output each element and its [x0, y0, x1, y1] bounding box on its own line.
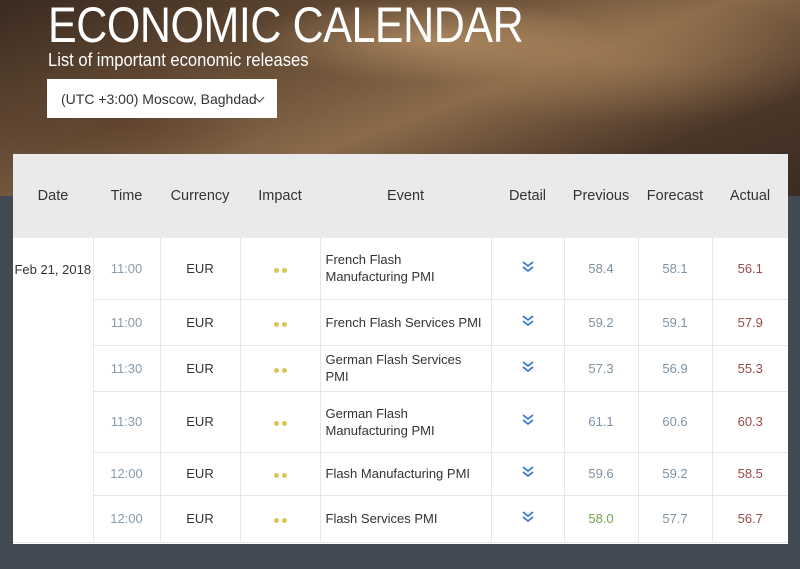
event-cell: French Flash Services PMI — [320, 299, 492, 346]
actual-cell: 55.3 — [712, 345, 788, 392]
detail-cell — [491, 452, 565, 496]
detail-cell — [491, 495, 565, 543]
event-cell: Flash Services PMI — [320, 495, 492, 543]
double-chevron-down-icon[interactable] — [521, 511, 535, 523]
forecast-cell: 57.7 — [638, 495, 713, 543]
impact-dots — [273, 473, 287, 478]
time-cell: 11:00 — [93, 299, 161, 346]
time-cell: 12:00 — [93, 452, 161, 496]
impact-cell — [240, 238, 321, 300]
impact-cell — [240, 452, 321, 496]
table-row: 11:00 EUR French Flash Services PMI 59.2… — [13, 299, 788, 346]
time-cell: 11:30 — [93, 391, 161, 453]
forecast-cell: 56.9 — [638, 345, 713, 392]
detail-cell — [491, 238, 565, 300]
column-header-detail: Detail — [491, 154, 564, 238]
column-header-event: Event — [320, 154, 491, 238]
impact-dots — [273, 518, 287, 523]
page-subtitle: List of important economic releases — [48, 50, 309, 70]
time-cell: 11:30 — [93, 345, 161, 392]
actual-cell: 57.9 — [712, 299, 788, 346]
forecast-cell: 58.1 — [638, 238, 713, 300]
double-chevron-down-icon[interactable] — [521, 360, 535, 373]
column-header-actual: Actual — [712, 154, 788, 238]
previous-cell: 57.3 — [564, 345, 639, 392]
time-cell: 12:00 — [93, 495, 161, 543]
event-cell: Flash Manufacturing PMI — [320, 452, 492, 496]
column-header-previous: Previous — [564, 154, 638, 238]
table-row: 12:00 EUR Flash Services PMI 58.0 57.7 5… — [13, 495, 788, 543]
column-header-currency: Currency — [160, 154, 240, 238]
table-row: 11:30 EUR German Flash Manufacturing PMI… — [13, 391, 788, 453]
impact-dots — [273, 421, 287, 426]
table-row: Feb 21, 2018 11:00 EUR French Flash Manu… — [13, 238, 788, 543]
impact-dots — [273, 367, 287, 373]
previous-cell: 61.1 — [564, 391, 639, 453]
double-chevron-down-icon[interactable] — [521, 466, 535, 478]
actual-cell: 58.5 — [712, 452, 788, 496]
previous-cell: 58.0 — [564, 495, 639, 543]
actual-cell: 60.3 — [712, 391, 788, 453]
currency-cell: EUR — [160, 345, 241, 392]
detail-cell — [491, 391, 565, 453]
date-cell: Feb 21, 2018 — [13, 238, 94, 543]
calendar-table: Date Time Currency Impact Event Detail P… — [13, 154, 788, 544]
previous-cell: 59.2 — [564, 299, 639, 346]
double-chevron-down-icon[interactable] — [521, 414, 535, 426]
impact-cell — [240, 391, 321, 453]
column-header-date: Date — [13, 154, 93, 238]
currency-cell: EUR — [160, 495, 241, 543]
column-header-impact: Impact — [240, 154, 320, 238]
impact-cell — [240, 345, 321, 392]
impact-dots — [273, 321, 287, 327]
column-header-forecast: Forecast — [638, 154, 712, 238]
forecast-cell: 60.6 — [638, 391, 713, 453]
event-cell: German Flash Manufacturing PMI — [320, 391, 492, 453]
previous-cell: 58.4 — [564, 238, 639, 300]
impact-dots — [273, 267, 287, 273]
currency-cell: EUR — [160, 299, 241, 346]
event-cell: French Flash Manufacturing PMI — [320, 238, 492, 300]
table-row: 12:00 EUR Flash Manufacturing PMI 59.6 5… — [13, 452, 788, 496]
table-row: 11:30 EUR German Flash Services PMI 57.3… — [13, 345, 788, 392]
page-title: ECONOMIC CALENDAR — [48, 0, 524, 53]
forecast-cell: 59.2 — [638, 452, 713, 496]
table-header-row: Date Time Currency Impact Event Detail P… — [13, 154, 788, 238]
column-header-time: Time — [93, 154, 160, 238]
forecast-cell: 59.1 — [638, 299, 713, 346]
timezone-select[interactable]: (UTC +3:00) Moscow, Baghdad — [47, 79, 277, 118]
timezone-value: (UTC +3:00) Moscow, Baghdad — [61, 90, 257, 107]
detail-cell — [491, 299, 565, 346]
actual-cell: 56.7 — [712, 495, 788, 543]
actual-cell: 56.1 — [712, 238, 788, 300]
currency-cell: EUR — [160, 452, 241, 496]
impact-cell — [240, 495, 321, 543]
double-chevron-down-icon[interactable] — [521, 261, 535, 273]
double-chevron-down-icon[interactable] — [521, 314, 535, 327]
event-cell: German Flash Services PMI — [320, 345, 492, 392]
detail-cell — [491, 345, 565, 392]
currency-cell: EUR — [160, 391, 241, 453]
time-cell: 11:00 — [93, 238, 161, 300]
currency-cell: EUR — [160, 238, 241, 300]
impact-cell — [240, 299, 321, 346]
previous-cell: 59.6 — [564, 452, 639, 496]
